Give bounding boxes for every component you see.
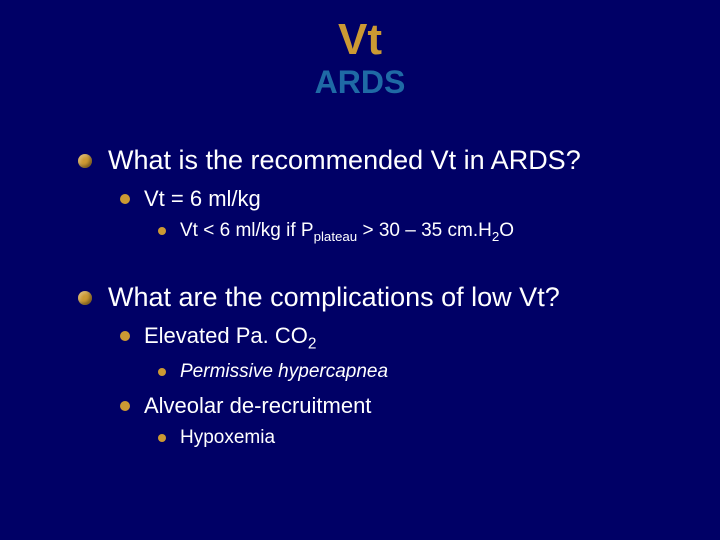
slide-title: Vt [40, 18, 680, 62]
bullet-l2: Elevated Pa. CO2 [120, 323, 680, 353]
bullet-l2: Alveolar de-recruitment [120, 393, 680, 419]
bullet-l2: Vt = 6 ml/kg [120, 186, 680, 212]
bullet-l1: What is the recommended Vt in ARDS? [78, 145, 680, 176]
slide-content: What is the recommended Vt in ARDS? Vt = … [40, 145, 680, 449]
bullet-l1: What are the complications of low Vt? [78, 282, 680, 313]
bullet-l3: Permissive hypercapnea [158, 361, 680, 383]
bullet-l3: Hypoxemia [158, 427, 680, 449]
bullet-l3: Vt < 6 ml/kg if Pplateau > 30 – 35 cm.H2… [158, 220, 680, 244]
slide: Vt ARDS What is the recommended Vt in AR… [0, 0, 720, 540]
slide-subtitle: ARDS [40, 64, 680, 101]
